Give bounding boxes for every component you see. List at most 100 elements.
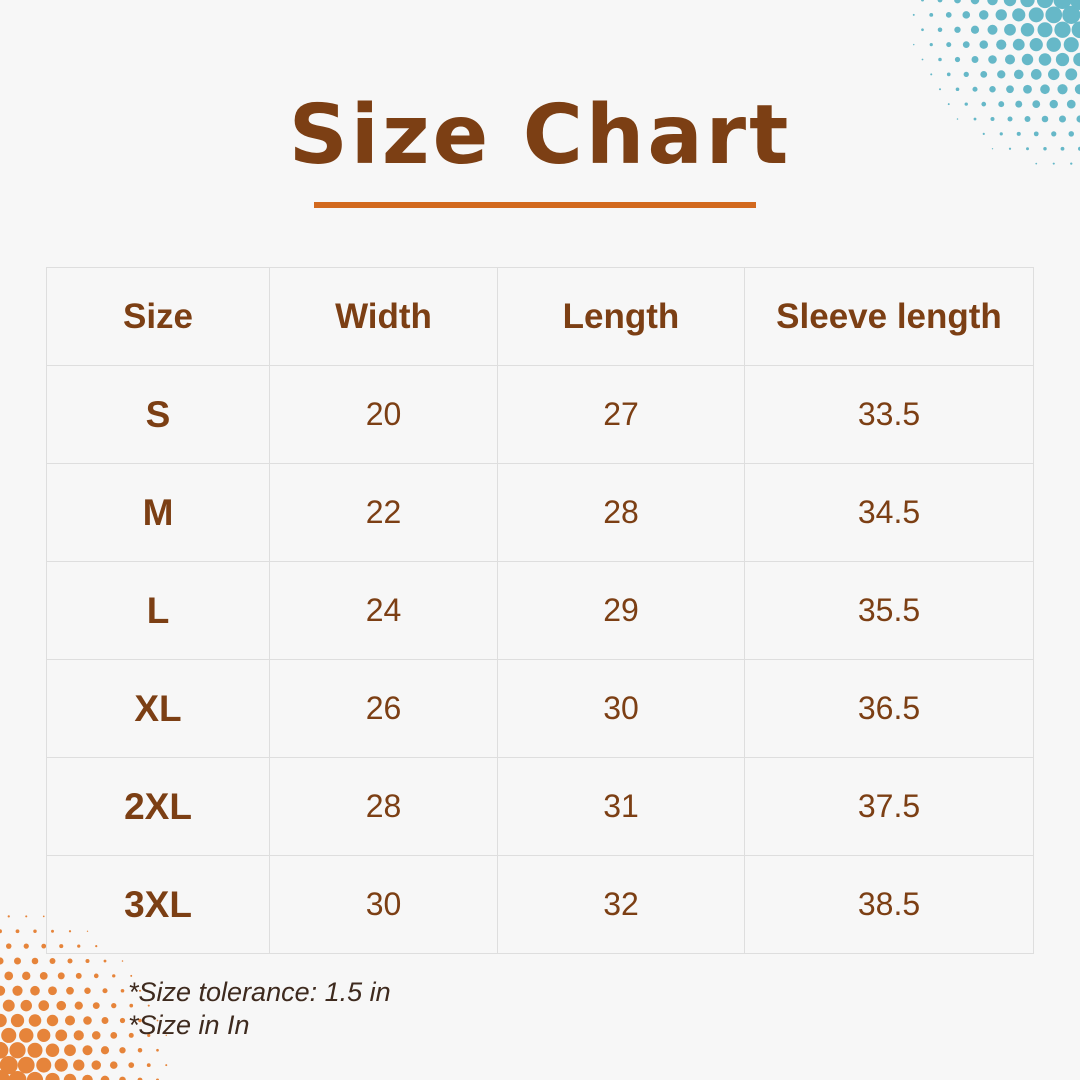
halftone-dot bbox=[119, 1017, 126, 1024]
halftone-dot bbox=[954, 0, 961, 4]
halftone-dot bbox=[64, 1044, 76, 1057]
halftone-dot bbox=[12, 985, 23, 996]
cell-sleeve-length: 35.5 bbox=[744, 561, 1034, 660]
halftone-dot bbox=[996, 39, 1007, 50]
cell-size: S bbox=[46, 365, 270, 464]
cell-sleeve-length: 38.5 bbox=[744, 855, 1034, 954]
halftone-dot bbox=[982, 132, 985, 135]
halftone-dot bbox=[973, 117, 977, 121]
header-sleeve-length: Sleeve length bbox=[744, 267, 1034, 366]
halftone-dot bbox=[1063, 37, 1079, 53]
halftone-dot bbox=[979, 40, 989, 49]
halftone-dot bbox=[954, 26, 961, 33]
halftone-dot bbox=[4, 971, 14, 981]
halftone-dot bbox=[913, 43, 915, 46]
halftone-dot bbox=[73, 1030, 84, 1041]
halftone-dot bbox=[111, 1002, 117, 1009]
table-row: 2XL 28 31 37.5 bbox=[46, 757, 1034, 856]
halftone-dot bbox=[17, 1056, 35, 1074]
halftone-dot bbox=[100, 1046, 110, 1055]
halftone-dot bbox=[19, 1028, 34, 1043]
halftone-dot bbox=[36, 1057, 52, 1073]
halftone-dot bbox=[1004, 23, 1016, 36]
halftone-dot bbox=[1057, 84, 1068, 95]
cell-length: 28 bbox=[497, 463, 745, 562]
halftone-dot bbox=[970, 25, 980, 34]
halftone-dot bbox=[49, 958, 56, 964]
halftone-dot bbox=[1076, 115, 1080, 123]
halftone-dot bbox=[962, 41, 970, 49]
halftone-dot bbox=[1051, 131, 1057, 137]
halftone-dot bbox=[156, 1048, 159, 1052]
halftone-dot bbox=[998, 101, 1005, 108]
halftone-dot bbox=[1048, 68, 1060, 81]
halftone-dot bbox=[14, 957, 21, 965]
cell-length: 32 bbox=[497, 855, 745, 954]
halftone-dot bbox=[82, 1074, 93, 1080]
halftone-dot bbox=[1006, 85, 1014, 94]
halftone-dot bbox=[147, 1033, 151, 1037]
halftone-dot bbox=[929, 43, 933, 47]
halftone-dot bbox=[937, 27, 943, 33]
halftone-dot bbox=[980, 70, 988, 78]
halftone-dot bbox=[1049, 99, 1058, 109]
halftone-dot bbox=[938, 57, 942, 62]
halftone-dot bbox=[57, 972, 65, 980]
halftone-dot bbox=[30, 985, 40, 996]
cell-length: 29 bbox=[497, 561, 745, 660]
halftone-dot bbox=[92, 1002, 100, 1010]
halftone-dot bbox=[1012, 38, 1025, 51]
halftone-dot bbox=[45, 1072, 60, 1080]
halftone-dot bbox=[55, 1029, 68, 1042]
halftone-dot bbox=[963, 71, 969, 78]
halftone-dot bbox=[84, 987, 91, 994]
halftone-dot bbox=[1065, 68, 1078, 81]
cell-sleeve-length: 37.5 bbox=[744, 757, 1034, 856]
halftone-dot bbox=[74, 1001, 83, 1010]
halftone-dot bbox=[45, 1043, 60, 1057]
halftone-dot bbox=[921, 28, 924, 32]
halftone-dot bbox=[0, 1013, 7, 1028]
halftone-dot bbox=[1023, 84, 1032, 94]
halftone-dot bbox=[937, 0, 943, 3]
cell-size: L bbox=[46, 561, 270, 660]
halftone-dot bbox=[138, 1018, 142, 1023]
halftone-dot bbox=[1030, 69, 1042, 80]
halftone-dot bbox=[962, 11, 971, 19]
halftone-dot bbox=[997, 70, 1006, 79]
halftone-dot bbox=[7, 915, 10, 918]
halftone-dot bbox=[1046, 37, 1061, 52]
halftone-dot bbox=[1036, 0, 1054, 9]
halftone-dot bbox=[27, 1042, 43, 1058]
halftone-dot bbox=[73, 1059, 85, 1071]
halftone-dot bbox=[981, 101, 987, 107]
halftone-dot bbox=[26, 1071, 44, 1080]
halftone-dot bbox=[1070, 0, 1080, 10]
halftone-dot bbox=[48, 986, 57, 996]
halftone-dot bbox=[0, 1070, 10, 1080]
cell-width: 30 bbox=[269, 855, 498, 954]
halftone-dot bbox=[988, 55, 997, 64]
halftone-dot bbox=[1003, 0, 1017, 7]
halftone-dot bbox=[946, 72, 951, 77]
table-header-row: Size Width Length Sleeve length bbox=[46, 267, 1034, 366]
notes: *Size tolerance: 1.5 in *Size in In bbox=[128, 976, 391, 1042]
halftone-dot bbox=[64, 1015, 76, 1026]
halftone-dot bbox=[85, 958, 90, 964]
halftone-dot bbox=[37, 1028, 51, 1042]
cell-sleeve-length: 34.5 bbox=[744, 463, 1034, 562]
halftone-dot bbox=[970, 0, 980, 5]
halftone-dot bbox=[1024, 116, 1031, 122]
halftone-dot bbox=[1035, 162, 1038, 165]
halftone-dot bbox=[929, 12, 934, 17]
halftone-dot bbox=[972, 86, 978, 92]
halftone-dot bbox=[1016, 131, 1021, 136]
halftone-dot bbox=[100, 1075, 110, 1080]
halftone-dot bbox=[995, 9, 1007, 21]
halftone-dot bbox=[945, 12, 952, 18]
halftone-dot bbox=[912, 13, 915, 16]
cell-sleeve-length: 33.5 bbox=[744, 365, 1034, 464]
halftone-dot bbox=[103, 959, 107, 963]
halftone-dot bbox=[990, 116, 995, 122]
halftone-dot bbox=[987, 0, 998, 6]
